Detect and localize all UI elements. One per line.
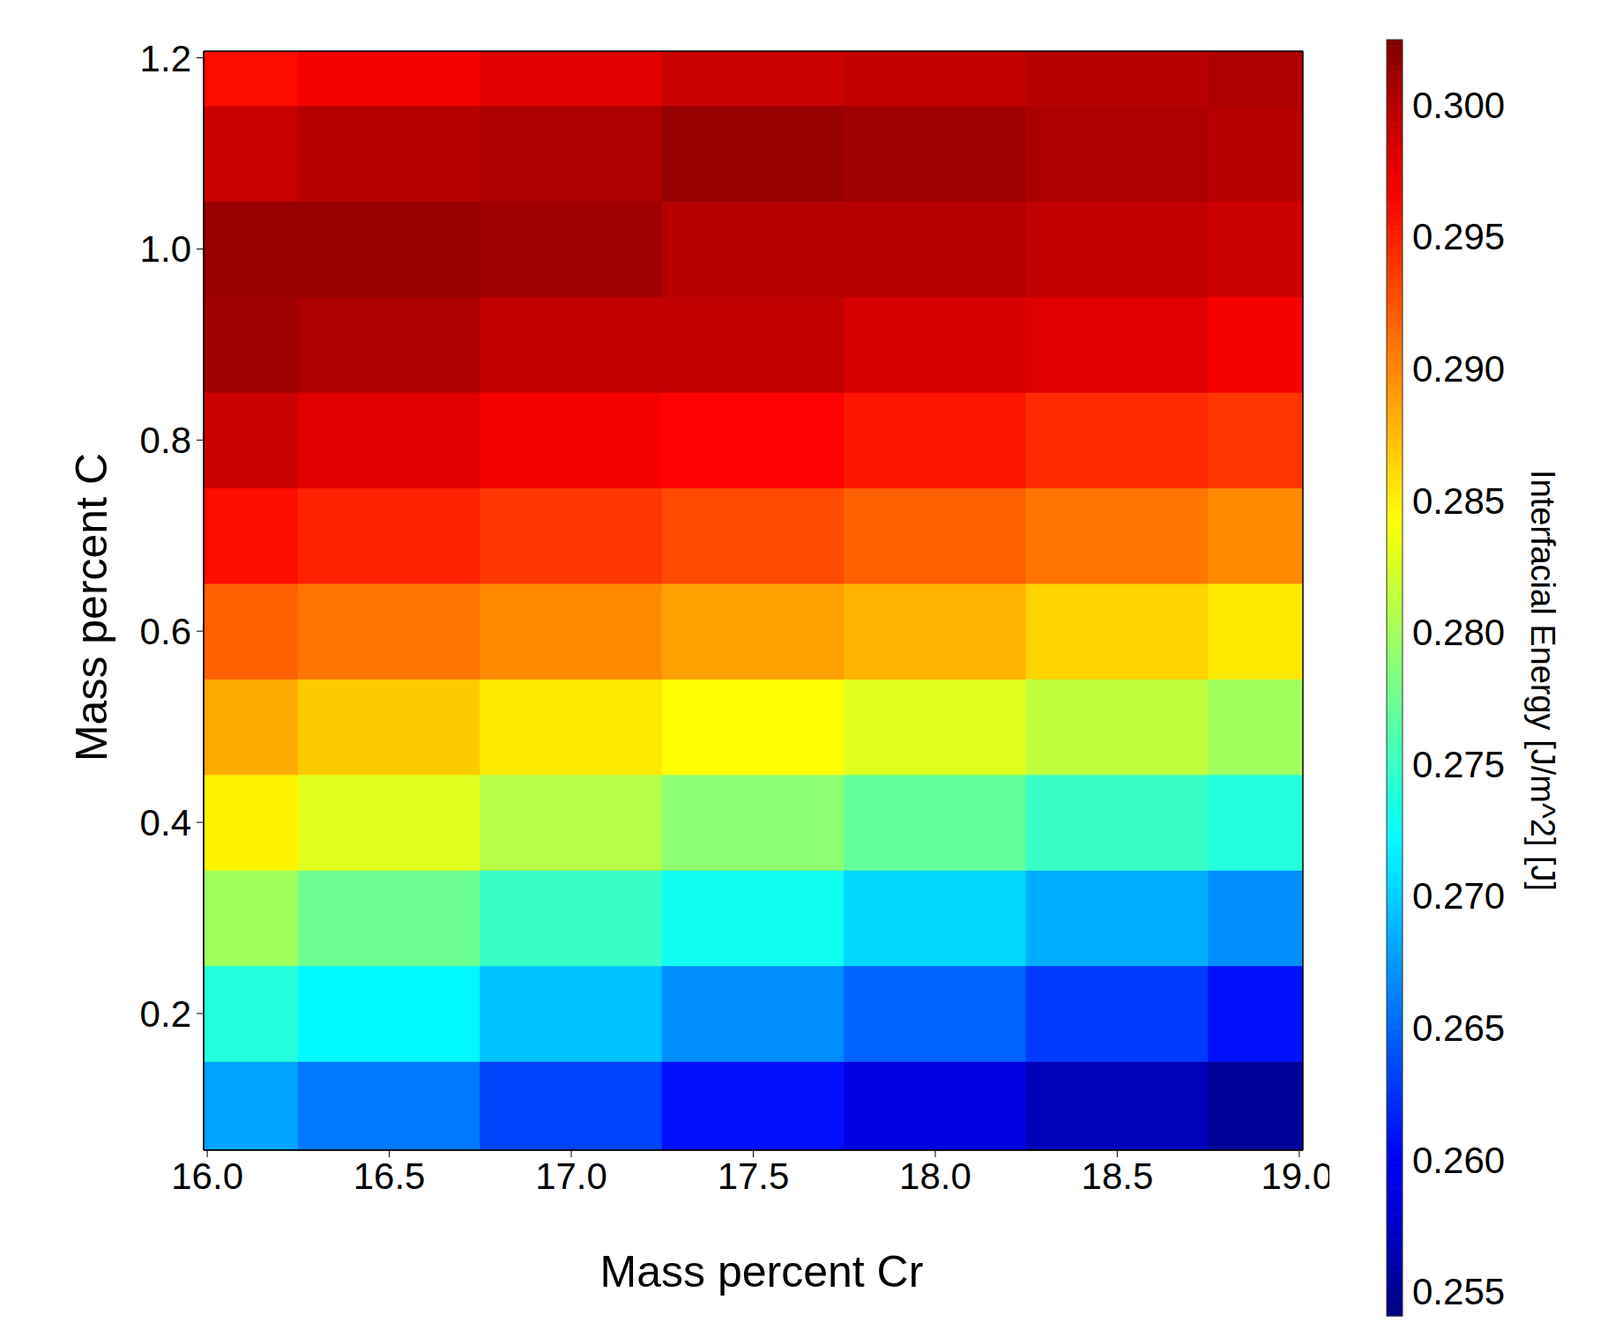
svg-text:0.275: 0.275 xyxy=(1412,744,1505,786)
svg-text:0.260: 0.260 xyxy=(1412,1139,1505,1182)
svg-text:0.4: 0.4 xyxy=(140,802,192,844)
svg-text:19.0: 19.0 xyxy=(1260,1155,1330,1198)
svg-text:16.5: 16.5 xyxy=(353,1155,426,1198)
svg-text:0.265: 0.265 xyxy=(1412,1007,1505,1050)
svg-text:16.0: 16.0 xyxy=(171,1155,244,1198)
svg-text:0.290: 0.290 xyxy=(1412,348,1505,390)
svg-text:18.5: 18.5 xyxy=(1081,1155,1154,1198)
svg-text:0.270: 0.270 xyxy=(1412,875,1505,917)
svg-text:18.0: 18.0 xyxy=(899,1155,972,1198)
svg-text:1.2: 1.2 xyxy=(140,37,192,80)
svg-text:0.6: 0.6 xyxy=(140,610,192,653)
svg-text:0.2: 0.2 xyxy=(140,993,192,1035)
svg-text:1.0: 1.0 xyxy=(140,228,192,270)
html-text:Mass percent C: Mass percent C xyxy=(66,453,117,762)
html-text:Interfacial Energy [J/m^2] [J]: Interfacial Energy [J/m^2] [J] xyxy=(1523,469,1561,892)
svg-text:0.285: 0.285 xyxy=(1412,480,1505,522)
svg-text:0.300: 0.300 xyxy=(1412,84,1505,127)
svg-text:0.8: 0.8 xyxy=(140,419,192,462)
svg-text:0.255: 0.255 xyxy=(1412,1271,1505,1313)
html-text:Mass percent Cr: Mass percent Cr xyxy=(599,1247,924,1297)
svg-text:17.5: 17.5 xyxy=(717,1155,790,1198)
svg-text:17.0: 17.0 xyxy=(535,1155,608,1198)
svg-text:0.280: 0.280 xyxy=(1412,611,1505,654)
svg-text:0.295: 0.295 xyxy=(1412,215,1505,258)
